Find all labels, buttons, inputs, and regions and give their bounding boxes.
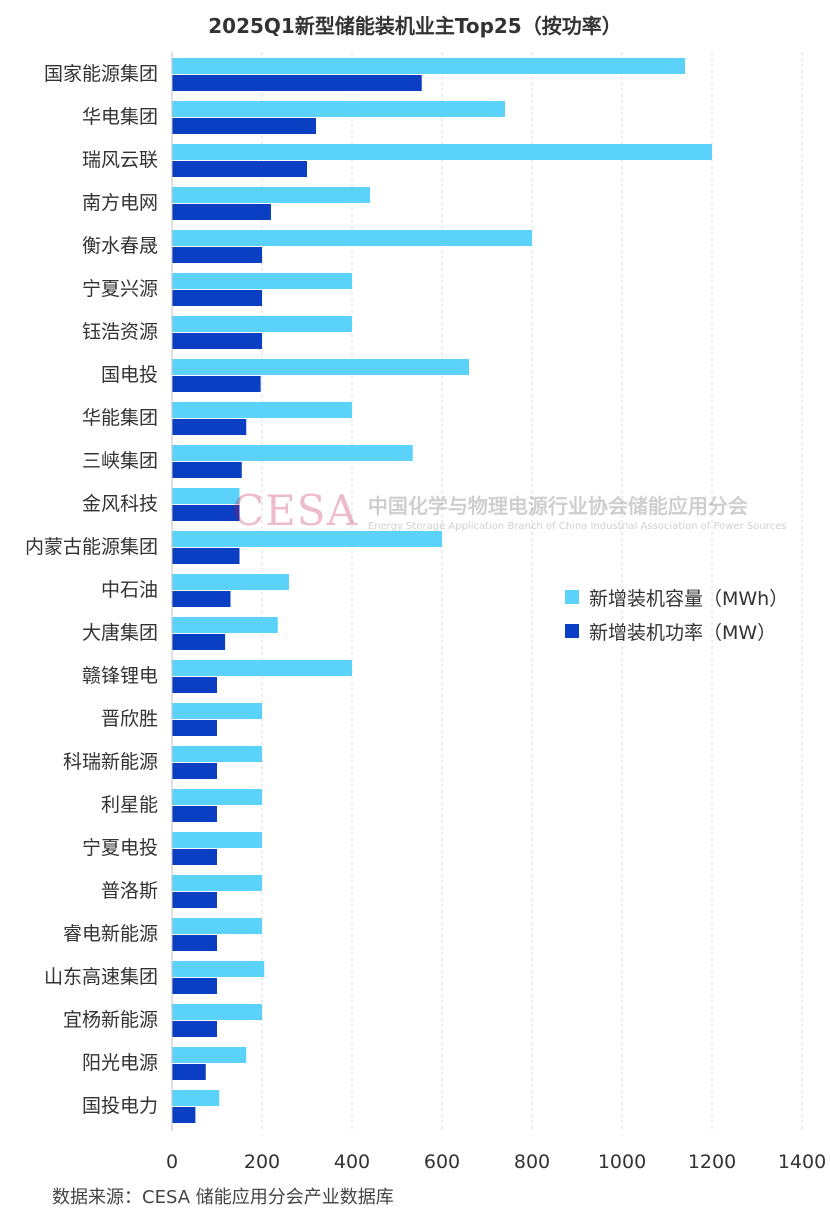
x-tick-label: 1200 — [688, 1151, 736, 1173]
bar-power — [172, 763, 217, 779]
legend-label-power: 新增装机功率（MW） — [589, 621, 777, 644]
bar-power — [172, 462, 242, 478]
bar-power — [172, 505, 240, 521]
bar-power — [172, 75, 422, 91]
chart-title: 2025Q1新型储能装机业主Top25（按功率） — [208, 14, 622, 38]
bar-capacity — [172, 402, 352, 418]
bar-capacity — [172, 1047, 247, 1063]
bar-capacity — [172, 273, 352, 289]
chart-legend: 新增装机容量（MWh） 新增装机功率（MW） — [565, 580, 788, 648]
bar-capacity — [172, 1004, 262, 1020]
legend-swatch-power — [565, 624, 579, 638]
bar-capacity — [172, 1090, 220, 1106]
bar-power — [172, 1064, 206, 1080]
bar-capacity — [172, 703, 262, 719]
category-label: 南方电网 — [82, 192, 158, 214]
category-label: 华能集团 — [82, 407, 158, 429]
bar-power — [172, 376, 261, 392]
category-label: 钰浩资源 — [82, 321, 158, 343]
category-label: 赣锋锂电 — [82, 665, 158, 687]
category-label: 宁夏电投 — [82, 837, 158, 859]
bar-power — [172, 1021, 217, 1037]
bar-capacity — [172, 531, 442, 547]
bar-power — [172, 333, 262, 349]
bar-capacity — [172, 101, 505, 117]
legend-swatch-capacity — [565, 590, 579, 604]
bar-power — [172, 419, 247, 435]
bar-power — [172, 978, 217, 994]
category-label: 三峡集团 — [82, 450, 158, 472]
bar-power — [172, 935, 217, 951]
x-tick-label: 0 — [166, 1151, 178, 1173]
category-label: 睿电新能源 — [63, 923, 158, 945]
x-tick-label: 800 — [514, 1151, 550, 1173]
bar-power — [172, 677, 217, 693]
x-tick-label: 200 — [244, 1151, 280, 1173]
bar-capacity — [172, 144, 712, 160]
bar-power — [172, 720, 217, 736]
bar-power — [172, 161, 307, 177]
bar-capacity — [172, 187, 370, 203]
bar-power — [172, 849, 217, 865]
category-label: 衡水春晟 — [82, 235, 158, 257]
bar-capacity — [172, 961, 265, 977]
bar-power — [172, 1107, 196, 1123]
bar-power — [172, 290, 262, 306]
category-label: 利星能 — [101, 794, 158, 816]
bar-capacity — [172, 316, 352, 332]
category-label: 国家能源集团 — [44, 63, 158, 85]
source-note: 数据来源：CESA 储能应用分会产业数据库 — [52, 1187, 394, 1208]
category-label: 华电集团 — [82, 106, 158, 128]
category-label: 金风科技 — [82, 493, 158, 515]
x-tick-label: 600 — [424, 1151, 460, 1173]
category-label: 中石油 — [101, 579, 158, 601]
bar-capacity — [172, 58, 685, 74]
legend-label-capacity: 新增装机容量（MWh） — [589, 587, 789, 610]
category-label: 内蒙古能源集团 — [25, 536, 158, 558]
bar-power — [172, 548, 240, 564]
bar-capacity — [172, 660, 352, 676]
category-label: 阳光电源 — [82, 1052, 158, 1074]
category-label: 瑞风云联 — [82, 149, 158, 171]
bar-capacity — [172, 617, 278, 633]
legend-item-capacity: 新增装机容量（MWh） — [565, 580, 788, 614]
x-tick-label: 1400 — [778, 1151, 826, 1173]
bar-power — [172, 892, 217, 908]
bar-capacity — [172, 359, 469, 375]
category-label: 宁夏兴源 — [82, 278, 158, 300]
bar-power — [172, 204, 271, 220]
x-tick-label: 1000 — [598, 1151, 646, 1173]
category-label: 宜杨新能源 — [63, 1009, 158, 1031]
category-label: 晋欣胜 — [101, 708, 158, 730]
bar-capacity — [172, 230, 532, 246]
category-label: 科瑞新能源 — [63, 751, 158, 773]
bar-power — [172, 247, 262, 263]
bar-power — [172, 591, 231, 607]
bar-capacity — [172, 832, 262, 848]
bar-power — [172, 118, 316, 134]
category-label: 国投电力 — [82, 1095, 158, 1117]
bar-power — [172, 634, 226, 650]
bar-capacity — [172, 445, 413, 461]
category-label: 国电投 — [101, 364, 158, 386]
x-tick-label: 400 — [334, 1151, 370, 1173]
category-label: 山东高速集团 — [44, 966, 158, 988]
category-label: 普洛斯 — [101, 880, 158, 902]
bar-capacity — [172, 918, 262, 934]
bar-power — [172, 806, 217, 822]
bar-capacity — [172, 875, 262, 891]
category-label: 大唐集团 — [82, 622, 158, 644]
bar-capacity — [172, 574, 289, 590]
bar-capacity — [172, 746, 262, 762]
legend-item-power: 新增装机功率（MW） — [565, 614, 788, 648]
bar-capacity — [172, 789, 262, 805]
bar-capacity — [172, 488, 240, 504]
